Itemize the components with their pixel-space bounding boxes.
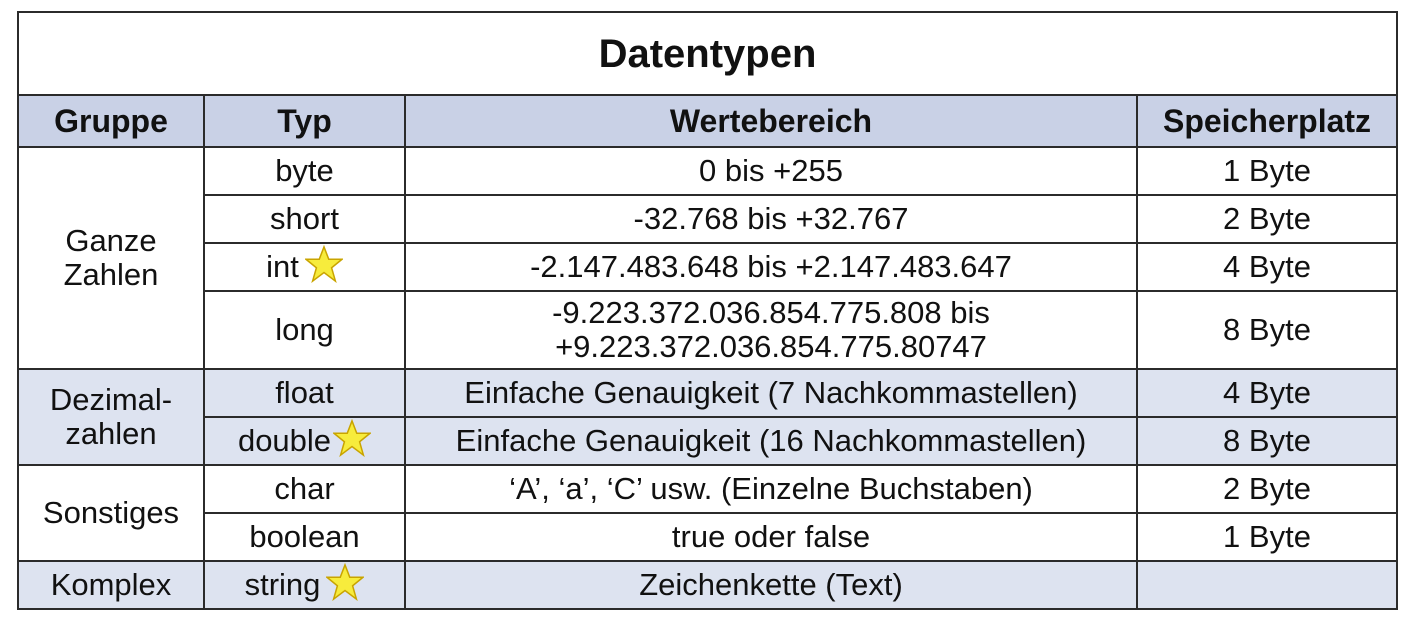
wertebereich-cell: ‘A’, ‘a’, ‘C’ usw. (Einzelne Buchstaben) [404, 464, 1138, 514]
group-label-line: zahlen [65, 416, 157, 451]
speicherplatz-cell: 8 Byte [1136, 416, 1398, 466]
typ-cell: short [203, 194, 406, 244]
table-row: Ganze Zahlen byte 0 bis +255 1 Byte [17, 146, 1398, 370]
wertebereich-cell: true oder false [404, 512, 1138, 562]
header-gruppe: Gruppe [17, 94, 205, 148]
wertebereich-cell: 0 bis +255 [404, 146, 1138, 196]
typ-label: double [237, 423, 332, 458]
group-ganze-zahlen: Ganze Zahlen [17, 146, 205, 370]
group-komplex: Komplex [17, 560, 205, 610]
speicherplatz-cell: 2 Byte [1136, 194, 1398, 244]
wertebereich-cell: -9.223.372.036.854.775.808 bis +9.223.37… [404, 290, 1138, 370]
wertebereich-cell: Einfache Genauigkeit (16 Nachkommastelle… [404, 416, 1138, 466]
typ-cell: byte [203, 146, 406, 196]
datentypen-table-frame: Datentypen Gruppe Typ Wertebereich Speic… [17, 11, 1398, 627]
typ-cell: float [203, 368, 406, 418]
speicherplatz-cell [1136, 560, 1398, 610]
typ-cell: int [203, 242, 406, 292]
star-icon [326, 563, 365, 601]
header-wertebereich: Wertebereich [404, 94, 1138, 148]
speicherplatz-cell: 4 Byte [1136, 368, 1398, 418]
wertebereich-line: +9.223.372.036.854.775.80747 [555, 329, 987, 364]
wertebereich-cell: -2.147.483.648 bis +2.147.483.647 [404, 242, 1138, 292]
table-row: boolean true oder false 1 Byte [18, 512, 1398, 562]
group-label-line: Zahlen [63, 257, 159, 292]
header-speicherplatz: Speicherplatz [1136, 94, 1398, 148]
typ-label: string [244, 567, 321, 602]
table-title: Datentypen [17, 11, 1398, 96]
speicherplatz-cell: 1 Byte [1136, 512, 1398, 562]
table-row: Dezimal- zahlen float Einfache Genauigke… [17, 368, 1398, 466]
typ-cell: double [203, 416, 406, 466]
typ-label: int [266, 249, 299, 284]
star-icon [333, 419, 372, 457]
group-label-line: Dezimal- [49, 382, 173, 417]
table-row: int -2.147.483.648 bis +2.147.483.647 4 … [18, 242, 1398, 292]
star-icon [304, 245, 343, 283]
table-row: Sonstiges char ‘A’, ‘a’, ‘C’ usw. (Einze… [17, 464, 1398, 562]
typ-cell: long [203, 290, 406, 370]
typ-cell: char [203, 464, 406, 514]
table-row: short -32.768 bis +32.767 2 Byte [18, 194, 1398, 244]
table-row: double Einfache Genauigkeit (16 Nachkomm… [18, 416, 1398, 466]
table-row: long -9.223.372.036.854.775.808 bis +9.2… [18, 290, 1398, 370]
typ-cell: string [203, 560, 406, 610]
speicherplatz-cell: 8 Byte [1136, 290, 1398, 370]
wertebereich-cell: -32.768 bis +32.767 [404, 194, 1138, 244]
speicherplatz-cell: 4 Byte [1136, 242, 1398, 292]
group-dezimalzahlen: Dezimal- zahlen [17, 368, 205, 466]
speicherplatz-cell: 2 Byte [1136, 464, 1398, 514]
header-typ: Typ [203, 94, 406, 148]
group-sonstiges: Sonstiges [17, 464, 205, 562]
header-row: Gruppe Typ Wertebereich Speicherplatz [17, 94, 1398, 148]
speicherplatz-cell: 1 Byte [1136, 146, 1398, 196]
group-label-line: Ganze [65, 223, 157, 258]
table-row: Komplex string Zeichenkette (Text) [17, 560, 1398, 610]
typ-cell: boolean [203, 512, 406, 562]
datentypen-table: Datentypen Gruppe Typ Wertebereich Speic… [17, 11, 1398, 610]
wertebereich-line: -9.223.372.036.854.775.808 bis [552, 295, 990, 330]
wertebereich-cell: Einfache Genauigkeit (7 Nachkommastellen… [404, 368, 1138, 418]
wertebereich-cell: Zeichenkette (Text) [404, 560, 1138, 610]
